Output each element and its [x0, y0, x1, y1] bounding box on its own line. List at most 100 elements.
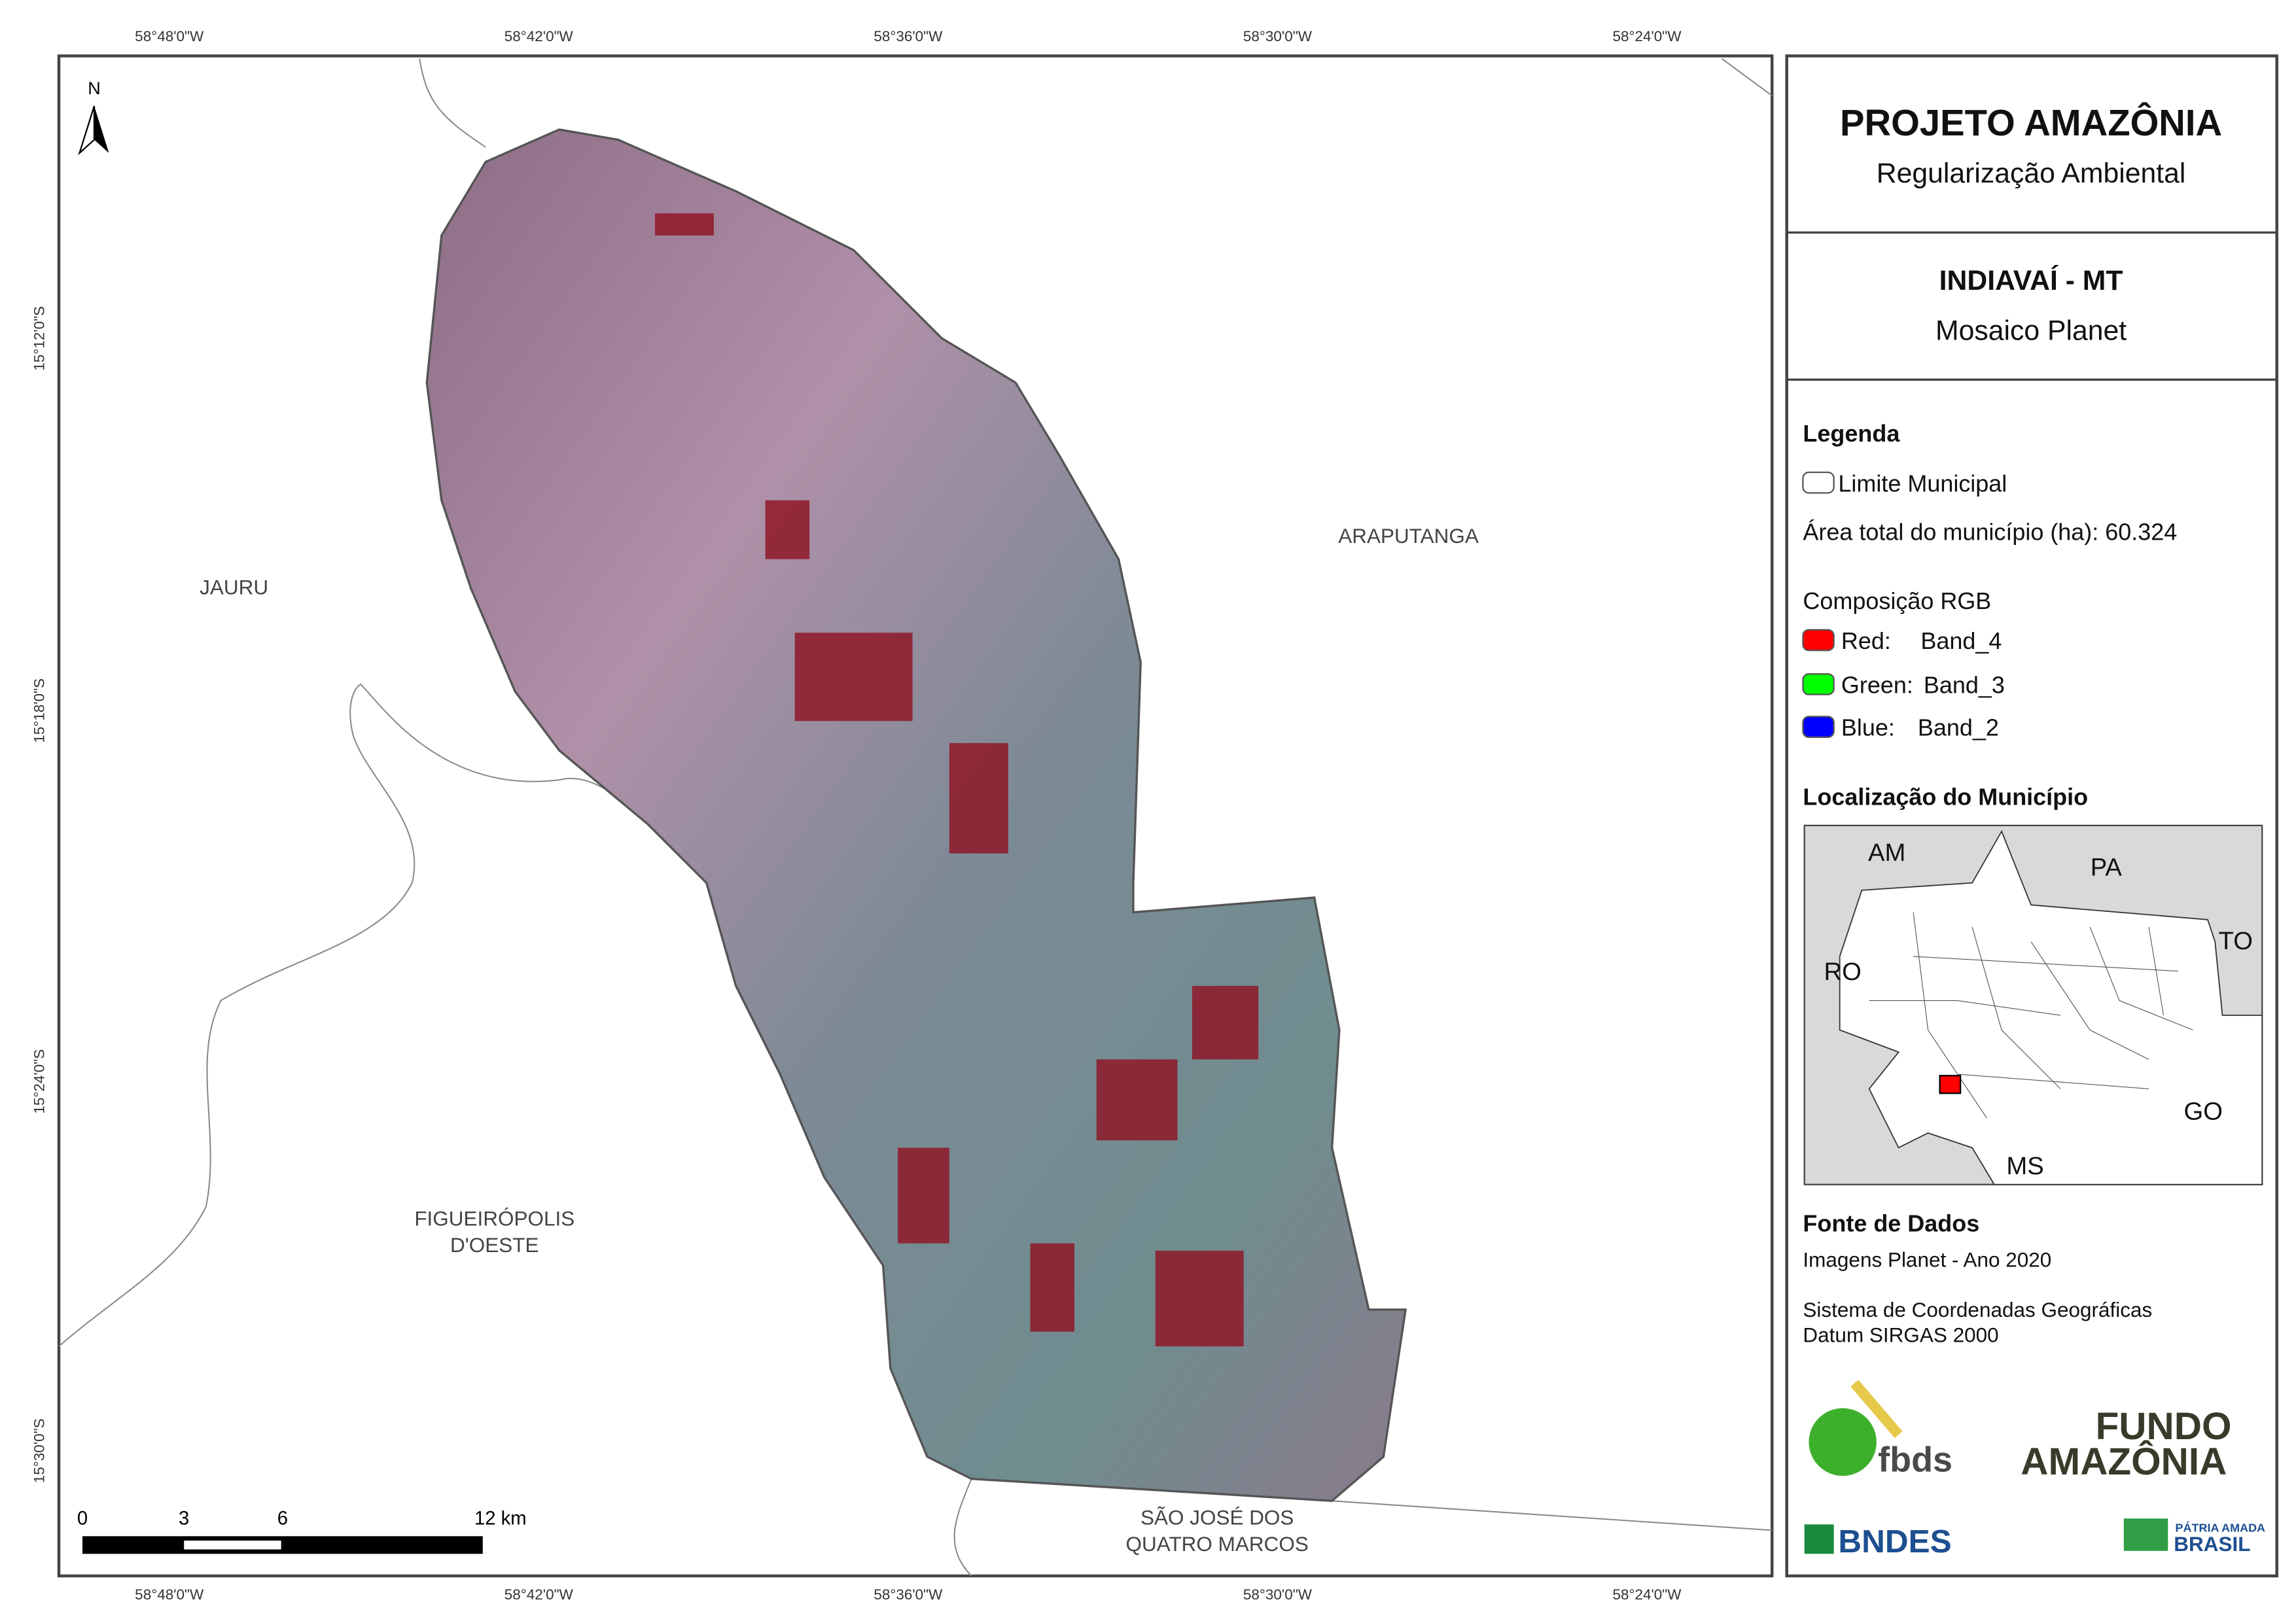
- scale-label: 12 km: [474, 1508, 527, 1529]
- band-name: Band_3: [1924, 671, 2005, 698]
- source-line: Sistema de Coordenadas Geográficas: [1803, 1298, 2152, 1321]
- place-label: FIGUEIRÓPOLIS: [414, 1207, 574, 1230]
- band-channel: Red:: [1841, 627, 1891, 654]
- state-label: PA: [2091, 853, 2123, 881]
- arrow-half: [94, 105, 109, 153]
- patch: [794, 633, 913, 722]
- lat-label: 15°12'0"S: [31, 306, 48, 371]
- state-label: AM: [1868, 839, 1905, 867]
- lon-label: 58°36'0"W: [874, 28, 943, 44]
- state-label: MS: [2006, 1152, 2043, 1180]
- forest-patches: [654, 213, 1259, 1347]
- municipality-marker: [1939, 1075, 1962, 1094]
- lon-label: 58°24'0"W: [1613, 28, 1682, 44]
- lat-label: 15°30'0"S: [31, 1418, 48, 1483]
- side-panel: [1785, 54, 2278, 1578]
- band-name: Band_4: [1920, 627, 2002, 654]
- place-label: JAURU: [200, 576, 268, 599]
- municipality-image: [425, 128, 1407, 1503]
- panel-subtitle: Regularização Ambiental: [1877, 158, 2186, 189]
- lon-label: 58°48'0"W: [135, 28, 204, 44]
- logo-fundo: FUNDO: [2096, 1405, 2232, 1448]
- sources-title: Fonte de Dados: [1803, 1210, 1979, 1237]
- place-label: ARAPUTANGA: [1338, 524, 1479, 548]
- logo-mark: [2123, 1518, 2168, 1551]
- legend-label: Limite Municipal: [1838, 470, 2007, 497]
- band-channel: Blue:: [1841, 714, 1895, 741]
- logo-brasil: BRASIL: [2174, 1532, 2250, 1556]
- panel-title: PROJETO AMAZÔNIA: [1840, 102, 2222, 143]
- patch: [898, 1147, 949, 1244]
- legend-title: Legenda: [1803, 420, 1900, 447]
- lat-label: 15°24'0"S: [31, 1049, 48, 1114]
- logo-patria: PÁTRIA AMADA: [2176, 1521, 2266, 1535]
- legend: Legenda Limite Municipal Área total do m…: [1802, 420, 2177, 810]
- place-labels: JAURU ARAPUTANGA FIGUEIRÓPOLIS D'OESTE S…: [200, 524, 1479, 1556]
- lon-label: 58°48'0"W: [135, 1586, 204, 1603]
- lat-label: 15°18'0"S: [31, 678, 48, 743]
- lon-label: 58°24'0"W: [1613, 1586, 1682, 1603]
- lon-label: 58°36'0"W: [874, 1586, 943, 1603]
- state-label: RO: [1824, 958, 1862, 986]
- lon-label: 58°42'0"W: [504, 1586, 574, 1603]
- municipality: INDIAVAÍ - MT: [1939, 265, 2123, 296]
- scale-segment: [82, 1536, 483, 1554]
- logo-bndes: BNDES: [1838, 1524, 1951, 1560]
- scale-label: 6: [277, 1508, 288, 1529]
- place-label: D'OESTE: [450, 1233, 539, 1257]
- location-title: Localização do Município: [1803, 783, 2088, 810]
- legend-swatch: [1802, 673, 1835, 695]
- location-inset: AM PA TO RO GO MS: [1803, 824, 2263, 1185]
- patch: [1192, 986, 1259, 1060]
- state-shape: [1839, 829, 2263, 1185]
- band-name: Band_2: [1918, 714, 1999, 741]
- logo-amazonia: AMAZÔNIA: [2021, 1439, 2227, 1483]
- neighbor-boundaries: [58, 58, 1773, 1577]
- source-line: Datum SIRGAS 2000: [1803, 1323, 1998, 1346]
- scale-label: 0: [77, 1508, 88, 1529]
- municipal-grid: [1869, 912, 2193, 1119]
- boundary-line: [953, 1478, 972, 1577]
- patch: [765, 500, 810, 559]
- scale-label: 3: [179, 1508, 189, 1529]
- place-label: SÃO JOSÉ DOS: [1140, 1505, 1294, 1529]
- north-arrow: N: [78, 79, 109, 156]
- logo-fbds: fbds: [1878, 1440, 1952, 1479]
- logos: fbds FUNDO AMAZÔNIA BNDES PÁTRIA AMADA B…: [1804, 1380, 2266, 1560]
- band-channel: Green:: [1841, 671, 1913, 698]
- place-label: QUATRO MARCOS: [1126, 1532, 1309, 1556]
- logo-mark: [1804, 1524, 1834, 1554]
- lon-label: 58°42'0"W: [504, 28, 574, 44]
- state-label: GO: [2184, 1098, 2223, 1126]
- boundary-line: [1332, 1500, 1773, 1531]
- scale-segment: [184, 1541, 281, 1550]
- source-line: Imagens Planet - Ano 2020: [1803, 1248, 2051, 1272]
- lon-label: 58°30'0"W: [1243, 28, 1313, 44]
- coordinate-labels: 58°48'0"W 58°42'0"W 58°36'0"W 58°30'0"W …: [31, 28, 1682, 1603]
- state-label: TO: [2219, 927, 2253, 955]
- boundary-line: [419, 58, 486, 148]
- sources: Fonte de Dados Imagens Planet - Ano 2020…: [1803, 1210, 2152, 1347]
- patch: [1096, 1059, 1178, 1141]
- arrow-half: [78, 105, 96, 156]
- legend-swatch: [1802, 471, 1835, 494]
- municipal-lines: [1869, 912, 2193, 1119]
- mosaic: Mosaico Planet: [1935, 315, 2127, 347]
- logo-mark: [1809, 1408, 1877, 1476]
- patch: [949, 742, 1008, 854]
- patch: [654, 213, 714, 236]
- boundary-line: [58, 683, 648, 1347]
- patch: [1030, 1243, 1075, 1332]
- patch: [1155, 1250, 1244, 1347]
- scale-bar: 0 3 6 12 km: [77, 1508, 527, 1554]
- logo-mark: [1850, 1380, 1903, 1439]
- rgb-title: Composição RGB: [1803, 587, 1991, 614]
- legend-swatch: [1802, 716, 1835, 739]
- boundary-line: [1722, 58, 1773, 97]
- legend-area: Área total do município (ha): 60.324: [1803, 519, 2177, 546]
- north-label: N: [88, 79, 101, 98]
- lon-label: 58°30'0"W: [1243, 1586, 1313, 1603]
